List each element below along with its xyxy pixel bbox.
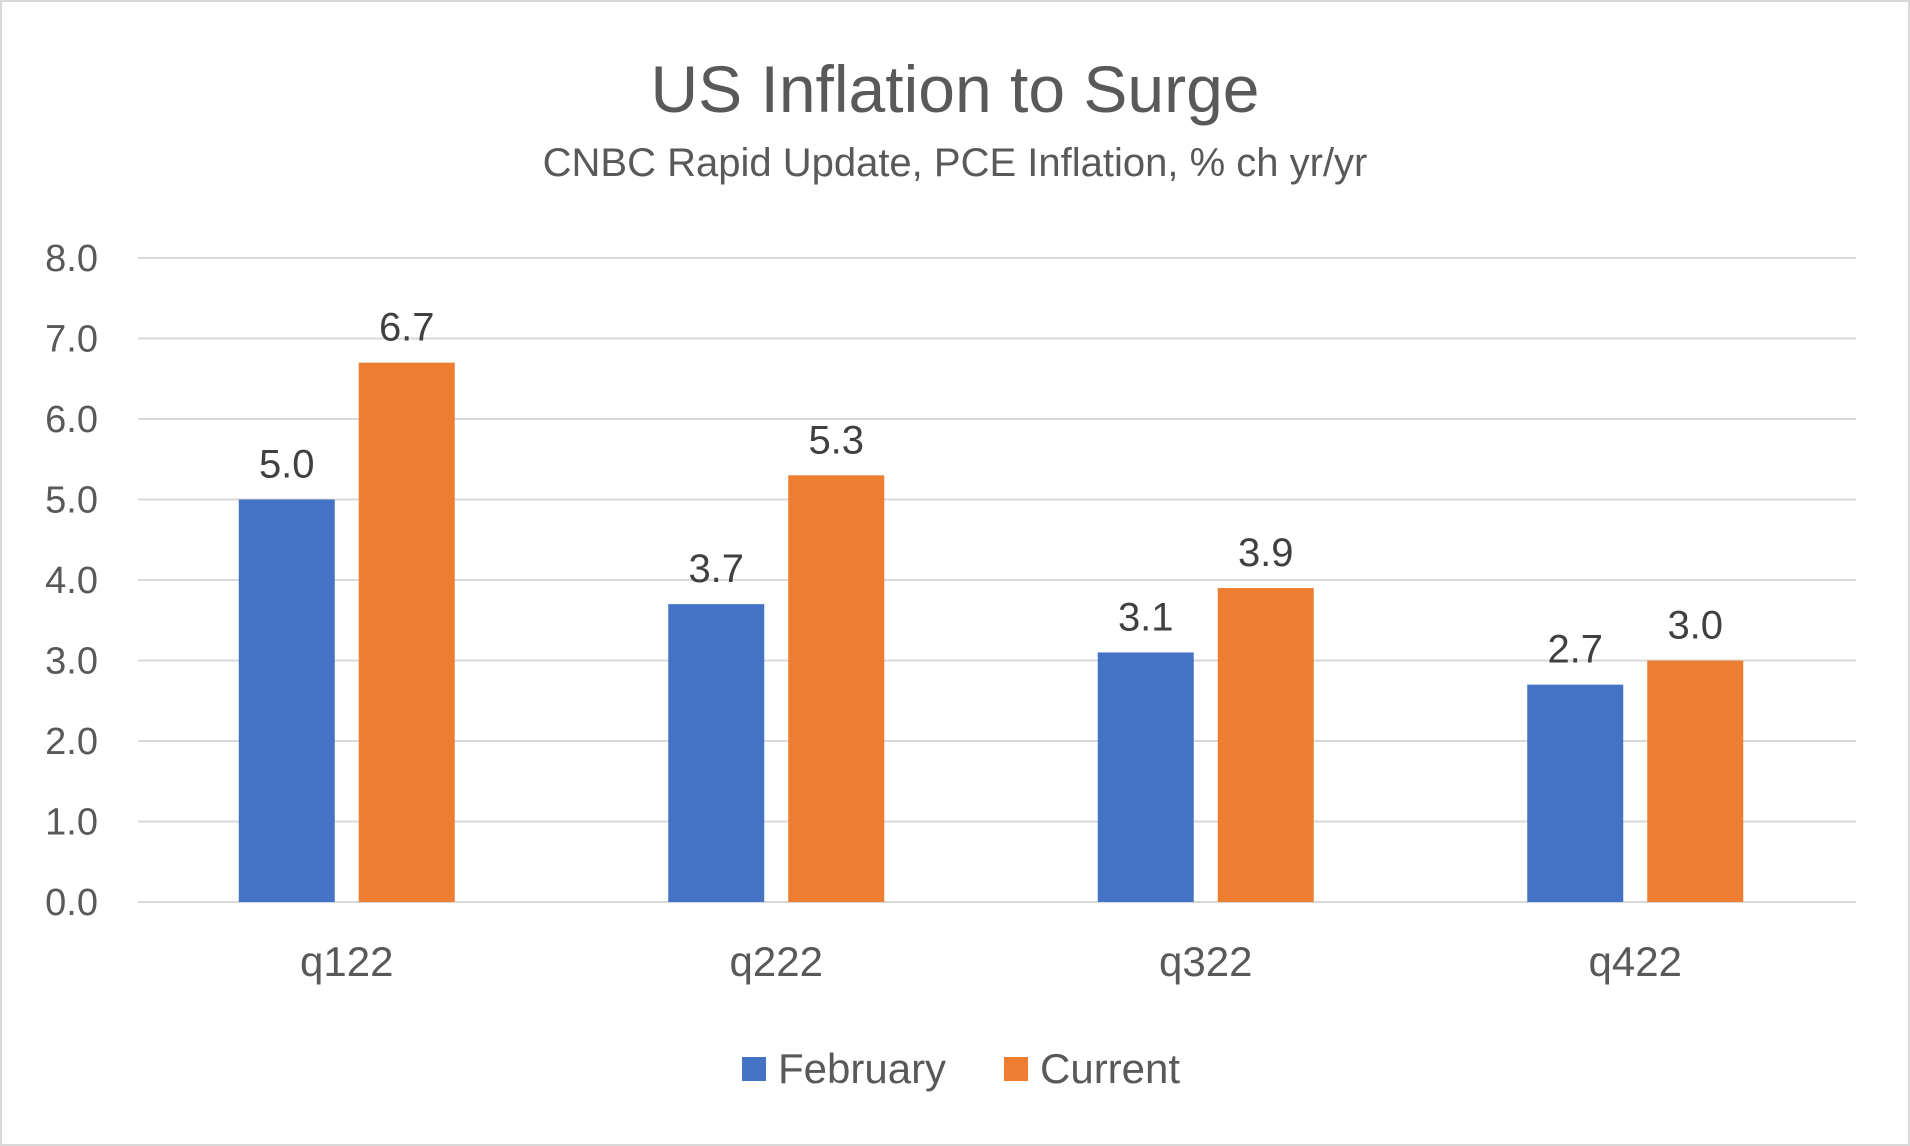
bar-current-q222 xyxy=(788,475,885,902)
y-tick-label: 8.0 xyxy=(45,238,98,280)
y-tick-label: 0.0 xyxy=(45,882,98,924)
data-label-current-q322: 3.9 xyxy=(1238,531,1294,575)
chart-subtitle: CNBC Rapid Update, PCE Inflation, % ch y… xyxy=(543,141,1368,185)
x-tick-label-q122: q122 xyxy=(300,938,393,985)
y-tick-label: 2.0 xyxy=(45,721,98,763)
x-tick-label-q222: q222 xyxy=(730,938,823,985)
legend-label-february: February xyxy=(778,1045,946,1092)
y-tick-label: 4.0 xyxy=(45,560,98,602)
data-label-current-q122: 6.7 xyxy=(379,306,435,350)
y-tick-label: 3.0 xyxy=(45,641,98,683)
data-label-current-q222: 5.3 xyxy=(808,418,864,462)
bars xyxy=(238,362,1744,902)
y-tick-label: 7.0 xyxy=(45,319,98,361)
bar-current-q422 xyxy=(1647,660,1744,902)
data-label-february-q222: 3.7 xyxy=(688,547,744,591)
legend-swatch-february xyxy=(742,1057,766,1081)
y-tick-label: 1.0 xyxy=(45,802,98,844)
data-label-current-q422: 3.0 xyxy=(1667,604,1723,648)
bar-current-q122 xyxy=(358,362,455,902)
y-tick-label: 5.0 xyxy=(45,480,98,522)
legend: February Current xyxy=(742,1045,1180,1092)
data-labels: 5.0 6.7 3.7 5.3 3.1 3.9 2.7 3.0 xyxy=(259,306,1723,672)
data-label-february-q322: 3.1 xyxy=(1118,595,1174,639)
x-tick-label-q322: q322 xyxy=(1159,938,1252,985)
y-tick-label: 6.0 xyxy=(45,399,98,441)
bar-current-q322 xyxy=(1217,588,1314,902)
y-axis-ticks: 0.0 1.0 2.0 3.0 4.0 5.0 6.0 7.0 8.0 xyxy=(45,238,98,924)
chart-title: US Inflation to Surge xyxy=(650,52,1259,126)
data-label-february-q122: 5.0 xyxy=(259,443,315,487)
x-axis-labels: q122 q222 q322 q422 xyxy=(300,938,1682,985)
legend-swatch-current xyxy=(1004,1057,1028,1081)
bar-february-q322 xyxy=(1097,652,1194,902)
bar-february-q422 xyxy=(1527,684,1624,902)
x-tick-label-q422: q422 xyxy=(1589,938,1682,985)
data-label-february-q422: 2.7 xyxy=(1547,628,1603,672)
legend-label-current: Current xyxy=(1040,1045,1180,1092)
bar-february-q222 xyxy=(668,604,765,902)
bar-february-q122 xyxy=(238,499,335,902)
